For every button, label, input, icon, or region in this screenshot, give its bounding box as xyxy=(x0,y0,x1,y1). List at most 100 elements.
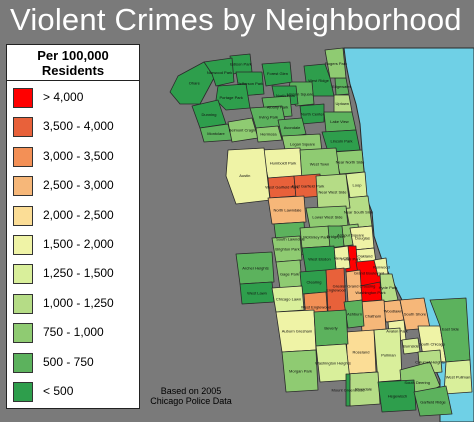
neighborhood-label: Kenwood xyxy=(373,265,390,270)
neighborhood-label: Chicago Lawn xyxy=(276,297,301,302)
neighborhood-region xyxy=(261,61,293,87)
neighborhood-label: Norwood Park xyxy=(207,70,232,75)
legend-label: 1,500 - 2,000 xyxy=(43,237,114,251)
neighborhood-label: Roseland xyxy=(353,350,370,355)
neighborhood-label: Pullman xyxy=(381,353,395,358)
legend-swatch xyxy=(13,176,33,197)
legend-swatch xyxy=(13,146,33,167)
neighborhood-label: Humboldt Park xyxy=(270,161,296,166)
neighborhood-label: Burnside xyxy=(403,344,420,349)
neighborhood-label: Avondale xyxy=(284,125,301,130)
neighborhood-region xyxy=(203,57,235,87)
legend-swatch xyxy=(13,323,33,344)
legend-label: 2,000 - 2,500 xyxy=(43,207,114,222)
map-title: Violent Crimes by Neighborhood xyxy=(10,2,462,37)
neighborhood-region xyxy=(345,373,351,407)
neighborhood-label: West Ridge xyxy=(308,78,329,83)
neighborhood-label: South Shore xyxy=(404,312,427,317)
neighborhood-label: Douglas xyxy=(355,236,370,241)
neighborhood-label: Portage Park xyxy=(220,95,243,100)
source-line1: Based on 2005 xyxy=(160,386,222,396)
neighborhood-label: Calumet Heights xyxy=(415,360,445,365)
neighborhood-region xyxy=(281,349,319,393)
neighborhood-region xyxy=(443,359,473,395)
neighborhood-label: West Garfield Park xyxy=(265,185,299,190)
neighborhood-label: Bridgeport xyxy=(327,234,346,239)
neighborhood-label: Uptown xyxy=(335,101,349,106)
neighborhood-region xyxy=(327,225,345,249)
legend-label: 500 - 750 xyxy=(43,354,94,369)
source-line2: Chicago Police Data xyxy=(150,396,232,406)
neighborhood-label: Logan Square xyxy=(290,142,316,147)
neighborhood-label: West Lawn xyxy=(247,291,267,296)
legend-item: 1,500 - 2,000 xyxy=(7,232,139,260)
neighborhood-label: Beverly xyxy=(324,326,337,331)
legend-label: 3,000 - 3,500 xyxy=(43,148,114,163)
neighborhood-label: Fuller Park xyxy=(341,257,360,262)
neighborhood-label: West Englewood xyxy=(301,305,331,310)
legend-title-line1: Per 100,000 xyxy=(37,48,109,63)
neighborhood-label: Forest Glen xyxy=(267,71,288,76)
neighborhood-label: Montclare xyxy=(207,131,225,136)
legend-item: 1,250 - 1,500 xyxy=(7,261,139,289)
neighborhood-label: Edgewater xyxy=(332,84,352,89)
legend-swatch xyxy=(13,382,33,402)
neighborhood-label: Irving Park xyxy=(259,115,278,120)
neighborhood-region xyxy=(271,285,305,313)
neighborhood-label: Hegewisch xyxy=(388,394,408,399)
legend-swatch xyxy=(13,205,33,226)
neighborhood-label: New City xyxy=(334,256,350,261)
neighborhood-region xyxy=(377,379,417,413)
neighborhood-region xyxy=(271,235,303,263)
legend-label: 3,500 - 4,000 xyxy=(43,119,114,134)
neighborhood-label: North Park xyxy=(276,93,295,98)
neighborhood-label: Auburn Gresham xyxy=(282,329,313,334)
neighborhood-region xyxy=(277,117,307,139)
neighborhood-label: South Deering xyxy=(404,380,430,385)
legend-item: 2,500 - 3,000 xyxy=(7,173,139,201)
neighborhood-label: Loop xyxy=(353,183,363,188)
legend-swatch xyxy=(13,117,33,138)
neighborhood-label: Garfield Ridge xyxy=(420,400,446,405)
legend-item: 1,000 - 1,250 xyxy=(7,291,139,319)
legend-label: 2,500 - 3,000 xyxy=(43,178,114,193)
neighborhood-label: Lake View xyxy=(330,119,348,124)
legend-swatch xyxy=(13,235,33,255)
neighborhood-region xyxy=(235,251,275,285)
neighborhood-label: Lincoln Square xyxy=(287,92,314,97)
neighborhood-label: East Side xyxy=(442,327,460,332)
neighborhood-label: East Garfield Park xyxy=(292,184,324,189)
neighborhood-region xyxy=(225,147,271,205)
neighborhood-label: Ohare xyxy=(189,81,201,86)
legend-title: Per 100,000 Residents xyxy=(7,45,139,81)
neighborhood-label: Woodlawn xyxy=(384,309,403,314)
neighborhood-label: Grand Boulevard xyxy=(354,271,384,276)
legend-swatch xyxy=(13,264,33,285)
neighborhood-label: McKinley Park xyxy=(303,235,329,240)
neighborhood-label: Morgan Park xyxy=(289,369,312,374)
legend-item: 3,500 - 4,000 xyxy=(7,114,139,142)
neighborhood-label: West Pullman xyxy=(446,375,471,380)
legend-item: < 500 xyxy=(7,379,139,407)
neighborhood-label: Washington Park xyxy=(355,290,385,295)
neighborhood-label: Ashburn xyxy=(347,312,362,317)
legend-swatch xyxy=(13,352,33,373)
legend-item: 2,000 - 2,500 xyxy=(7,203,139,231)
neighborhood-label: Washington Heights xyxy=(315,361,351,366)
neighborhood-label: Near West Side xyxy=(319,190,348,195)
neighborhood-label: Greater Grand Crossing xyxy=(333,284,376,289)
neighborhood-label: Edison Park xyxy=(230,62,252,67)
legend-label: < 500 xyxy=(43,384,74,398)
legend-title-line2: Residents xyxy=(41,63,105,78)
neighborhood-label: Armour Square xyxy=(337,233,365,238)
legend-label: 750 - 1,000 xyxy=(43,325,104,340)
legend-item: 750 - 1,000 xyxy=(7,320,139,348)
neighborhood-region xyxy=(324,47,347,79)
legend-item: 3,000 - 3,500 xyxy=(7,144,139,172)
neighborhood-region xyxy=(315,173,351,211)
neighborhood-label: Gage Park xyxy=(280,272,299,277)
neighborhood-region xyxy=(413,385,453,417)
neighborhood-label: Jefferson Park xyxy=(238,81,264,86)
neighborhood-label: Avalon Park xyxy=(386,329,408,334)
